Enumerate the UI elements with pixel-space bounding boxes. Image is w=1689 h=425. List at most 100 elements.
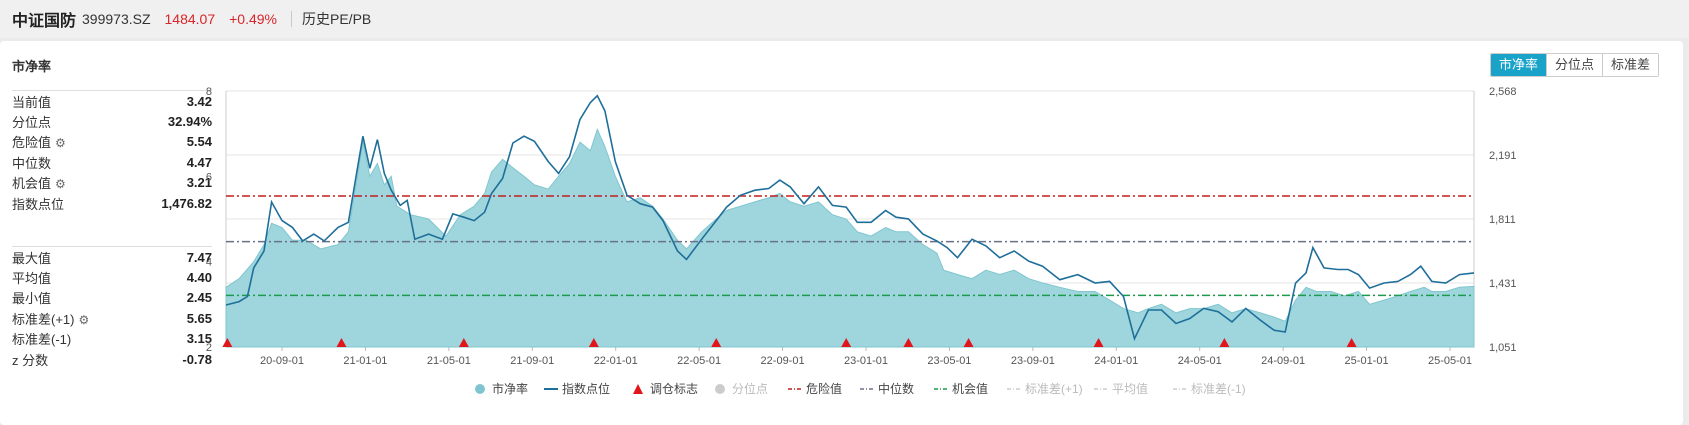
- gear-icon[interactable]: ⚙: [55, 177, 66, 192]
- x-axis-tick: 22-05-01: [677, 355, 721, 367]
- stat-value: 3.21: [186, 175, 212, 191]
- legend-label[interactable]: 危险值: [806, 381, 842, 396]
- legend-label[interactable]: 标准差(-1): [1191, 382, 1246, 396]
- right-axis-tick: 2,568: [1489, 86, 1517, 98]
- index-code: 399973.SZ: [82, 11, 151, 27]
- header-divider: [291, 11, 292, 27]
- stat-value: 7.47: [186, 249, 212, 265]
- legend-label[interactable]: 标准差(+1): [1025, 382, 1083, 396]
- x-axis-tick: 21-09-01: [510, 355, 554, 367]
- x-axis-tick: 23-09-01: [1011, 355, 1055, 367]
- stats-divider-bottom: [12, 246, 212, 247]
- x-axis-tick: 23-01-01: [844, 355, 888, 367]
- legend-label[interactable]: 平均值: [1112, 381, 1148, 396]
- rebalance-marker: [336, 338, 347, 347]
- stat-value: 2.45: [186, 290, 212, 306]
- x-axis-tick: 24-05-01: [1178, 355, 1222, 367]
- stat-row: 最小值 2.45: [12, 288, 212, 308]
- stat-label: 机会值 ⚙: [12, 173, 66, 192]
- tab-percentile[interactable]: 分位点: [1545, 54, 1602, 76]
- legend-label[interactable]: 分位点: [732, 381, 768, 396]
- legend-swatch: [715, 384, 725, 394]
- index-change: +0.49%: [229, 11, 277, 27]
- page-tag: 历史PE/PB: [302, 11, 372, 27]
- stat-label: 平均值: [12, 268, 51, 287]
- stat-label: 指数点位: [12, 194, 64, 213]
- stat-row: 中位数 4.47: [12, 152, 212, 172]
- rebalance-marker: [963, 338, 974, 347]
- stat-value: 5.54: [186, 134, 212, 150]
- stat-value: -0.78: [182, 351, 212, 367]
- stat-label-text: 最小值: [12, 291, 52, 307]
- x-axis-tick: 21-05-01: [427, 355, 471, 367]
- stat-row: 标准差(+1) ⚙ 5.65: [12, 308, 212, 328]
- view-tabs: 市净率 分位点 标准差: [1489, 53, 1659, 77]
- tab-stddev[interactable]: 标准差: [1601, 54, 1658, 76]
- rebalance-marker: [841, 338, 852, 347]
- x-axis-tick: 22-01-01: [594, 355, 638, 367]
- stat-value: 3.15: [186, 331, 212, 347]
- legend-label[interactable]: 指数点位: [562, 381, 610, 396]
- rebalance-marker: [903, 338, 914, 347]
- stat-value: 32.94%: [167, 114, 212, 130]
- rebalance-marker: [458, 338, 469, 347]
- left-axis-tick: 6: [206, 171, 212, 183]
- legend-swatch: [475, 384, 485, 394]
- x-axis-tick: 21-01-01: [343, 355, 387, 367]
- right-axis-tick: 1,431: [1489, 278, 1517, 290]
- stat-label: 危险值 ⚙: [12, 132, 66, 151]
- stats-current: 当前值 3.42 分位点 32.94% 危险值 ⚙ 5.54 中位数 4.47 机会值 ⚙ 3.21 指…: [12, 91, 212, 213]
- stat-row: 当前值 3.42: [12, 91, 212, 111]
- rebalance-marker: [1093, 338, 1104, 347]
- right-axis-tick: 1,811: [1489, 214, 1516, 226]
- stat-row: 标准差(-1) 3.15: [12, 329, 212, 349]
- stat-label: 标准差(-1): [12, 329, 71, 348]
- stat-label-text: 中位数: [12, 155, 52, 171]
- stat-label: 标准差(+1) ⚙: [12, 309, 89, 328]
- stat-label: 中位数: [12, 153, 51, 172]
- stat-row: 指数点位 1,476.82: [12, 193, 212, 213]
- stat-label-text: 最大值: [12, 250, 52, 266]
- gear-icon[interactable]: ⚙: [55, 136, 66, 151]
- legend-label[interactable]: 机会值: [952, 381, 988, 396]
- stat-label-text: 指数点位: [12, 196, 65, 212]
- stat-label-text: 危险值: [12, 135, 52, 151]
- stat-value: 3.42: [186, 93, 212, 109]
- tab-pb[interactable]: 市净率: [1490, 54, 1546, 76]
- stat-label-text: 平均值: [12, 271, 52, 287]
- stat-row: 机会值 ⚙ 3.21: [12, 173, 212, 193]
- x-axis-tick: 25-01-01: [1345, 355, 1389, 367]
- stat-label-text: 机会值: [12, 176, 52, 192]
- legend-swatch: [633, 384, 643, 394]
- legend-label[interactable]: 调仓标志: [650, 382, 698, 396]
- legend-label[interactable]: 市净率: [492, 381, 528, 396]
- right-axis-tick: 2,191: [1489, 150, 1517, 162]
- stat-label: 最小值: [12, 288, 51, 307]
- stat-value: 4.40: [186, 270, 212, 286]
- x-axis-tick: 25-05-01: [1428, 355, 1472, 367]
- header-bar: 中证国防 399973.SZ 1484.07 +0.49% 历史PE/PB: [0, 0, 1689, 38]
- panel-title: 市净率: [12, 59, 52, 74]
- pb-panel: 市净率 市净率 分位点 标准差 当前值 3.42 分位点 32.94% 危险值 ⚙ 5.54…: [0, 41, 1683, 425]
- x-axis-tick: 24-09-01: [1261, 355, 1305, 367]
- stat-label: z 分数: [12, 350, 48, 369]
- stat-value: 4.47: [186, 154, 212, 170]
- stat-label-text: z 分数: [12, 352, 49, 368]
- stat-row: 危险值 ⚙ 5.54: [12, 132, 212, 152]
- stat-value: 1,476.82: [161, 195, 212, 211]
- rebalance-marker: [711, 338, 722, 347]
- x-axis-tick: 22-09-01: [761, 355, 805, 367]
- index-line-series: [225, 94, 1475, 342]
- right-axis-tick: 1,051: [1489, 342, 1517, 354]
- stat-label: 当前值: [12, 92, 51, 111]
- stat-row: 最大值 7.47: [12, 247, 212, 267]
- rebalance-marker: [588, 338, 599, 347]
- legend-label[interactable]: 中位数: [878, 381, 914, 396]
- stat-label: 最大值: [12, 248, 51, 267]
- rebalance-marker: [1346, 338, 1357, 347]
- stat-row: 分位点 32.94%: [12, 111, 212, 131]
- gear-icon[interactable]: ⚙: [78, 312, 90, 327]
- stat-label: 分位点: [12, 112, 51, 131]
- stats-divider-top: [12, 90, 212, 91]
- x-axis-tick: 23-05-01: [927, 355, 971, 367]
